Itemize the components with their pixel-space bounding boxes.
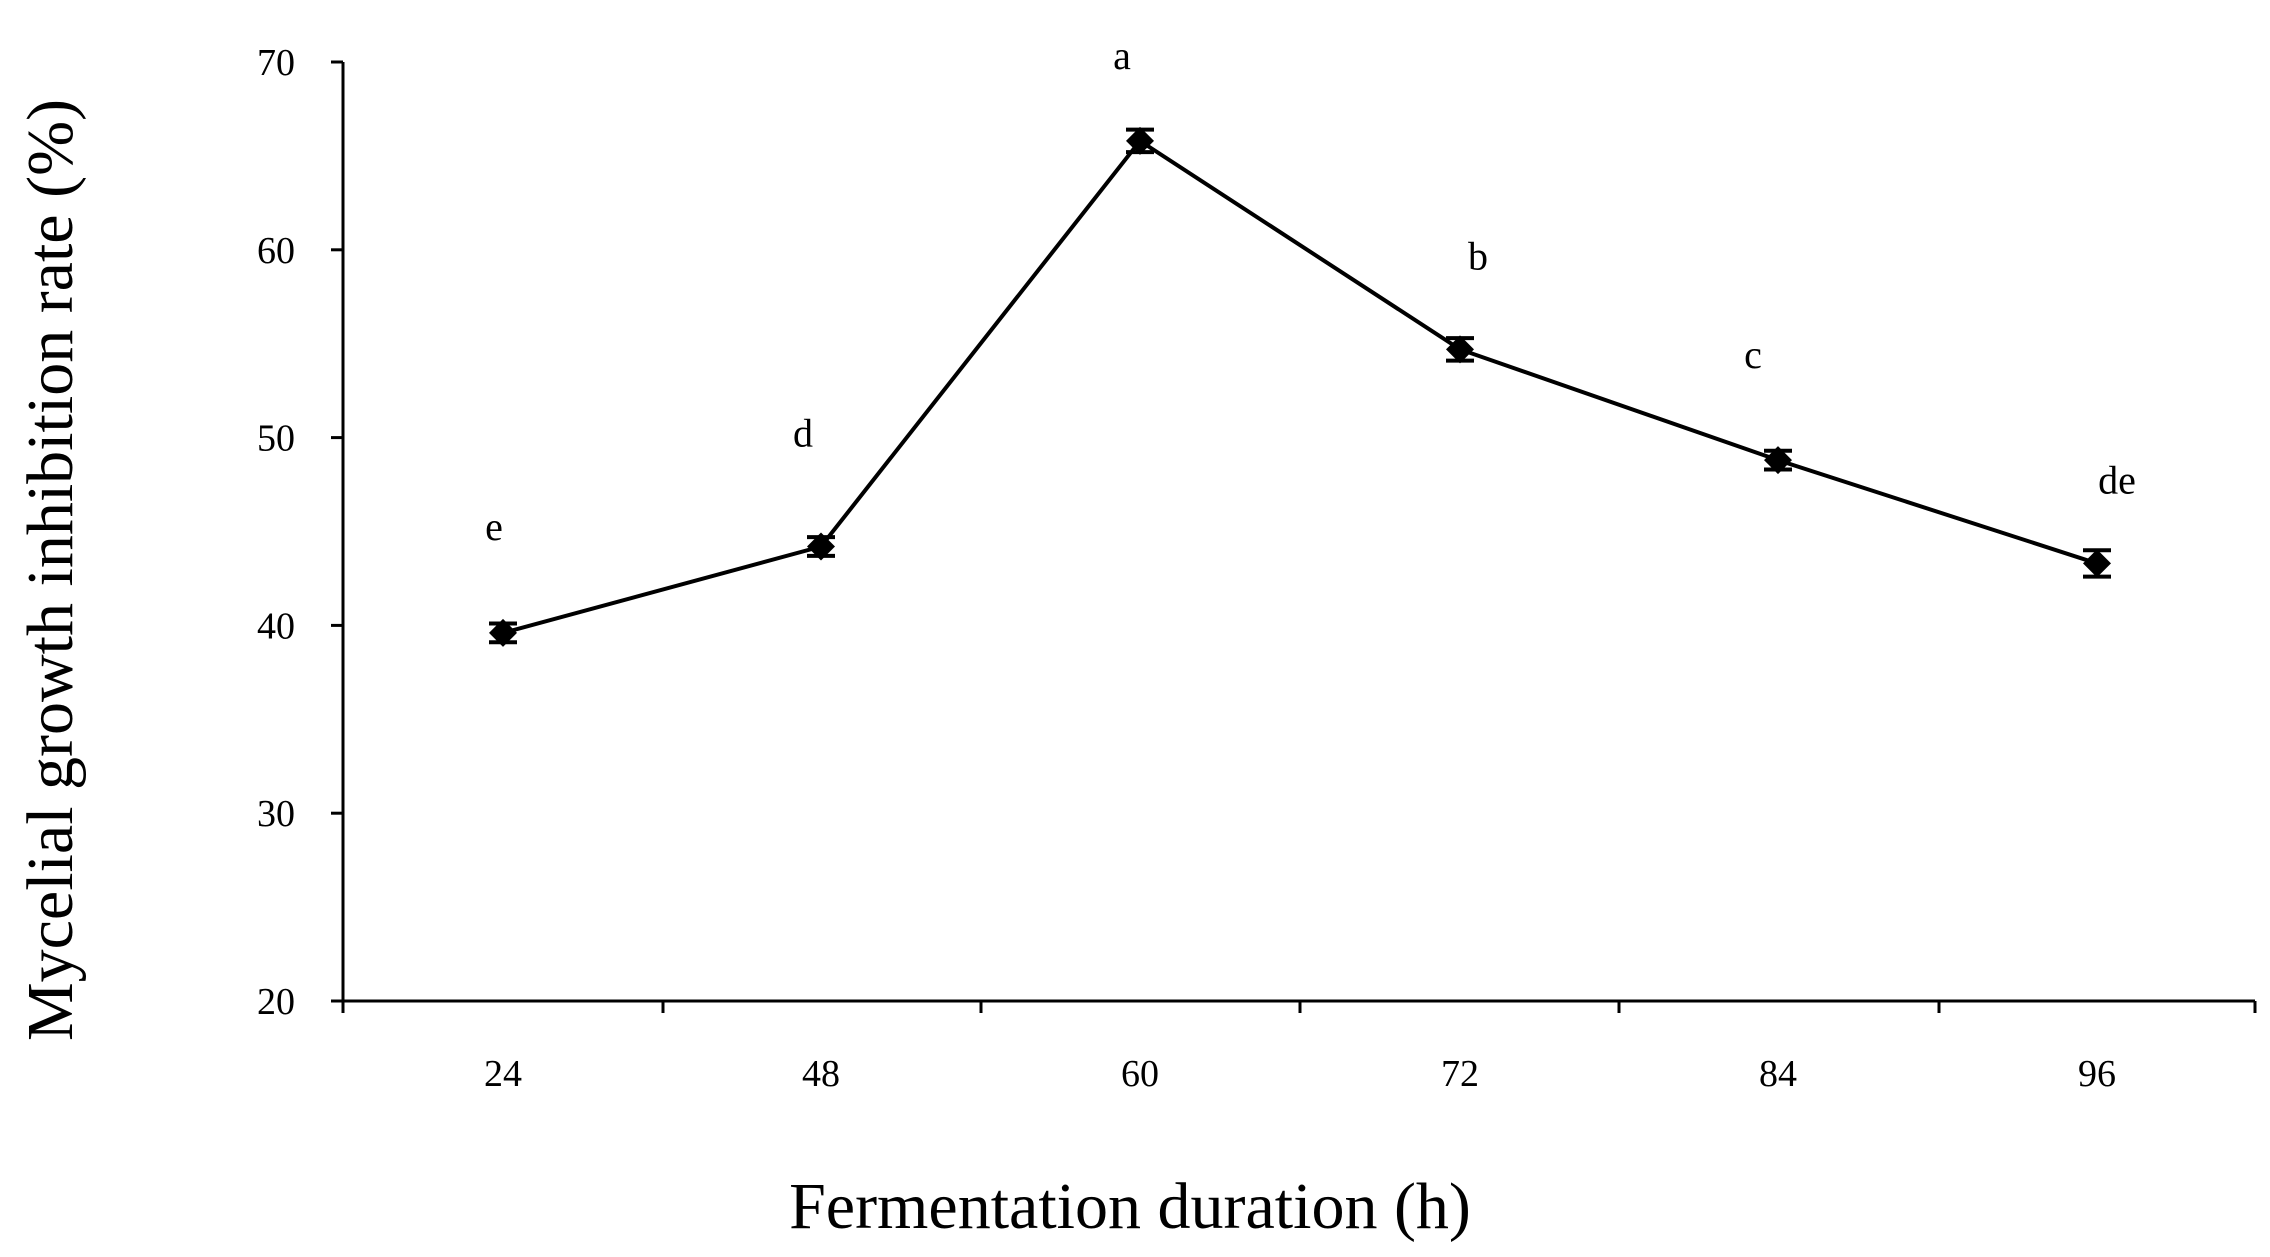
data-point: [489, 618, 517, 647]
x-tick-label: 96: [2078, 1053, 2116, 1095]
x-tick-label: 84: [1759, 1053, 1797, 1095]
significance-label: a: [1113, 33, 1131, 78]
y-tick-label: 70: [257, 42, 295, 84]
y-tick-label: 30: [257, 793, 295, 835]
significance-label: b: [1468, 233, 1488, 278]
x-tick-label: 60: [1121, 1053, 1159, 1095]
y-axis-ticks: 20 30 40 50 60 70: [257, 42, 343, 1023]
y-axis-title: Mycelial growth inhibition rate (%): [14, 99, 87, 1041]
data-point: [1764, 446, 1792, 475]
y-tick-label: 40: [257, 605, 295, 647]
significance-label: d: [793, 411, 813, 456]
data-point: [1126, 126, 1154, 155]
x-axis-title: Fermentation duration (h): [789, 1170, 1471, 1243]
chart-axes: [341, 62, 2255, 1003]
series-line: [502, 138, 2098, 635]
data-point: [807, 532, 835, 561]
x-tick-label: 24: [484, 1053, 522, 1095]
x-tick-label: 48: [802, 1053, 840, 1095]
data-point: [2083, 549, 2111, 578]
y-tick-label: 20: [257, 981, 295, 1023]
significance-label: de: [2098, 457, 2136, 502]
significance-label: c: [1744, 332, 1762, 377]
y-tick-label: 60: [257, 230, 295, 272]
x-axis-ticks: 24 48 60 72 84 96: [341, 1001, 2257, 1095]
data-series: e d a b c de: [485, 33, 2136, 647]
significance-label: e: [485, 504, 503, 549]
y-tick-label: 50: [257, 418, 295, 460]
x-tick-label: 72: [1441, 1053, 1479, 1095]
data-point: [1446, 335, 1474, 364]
